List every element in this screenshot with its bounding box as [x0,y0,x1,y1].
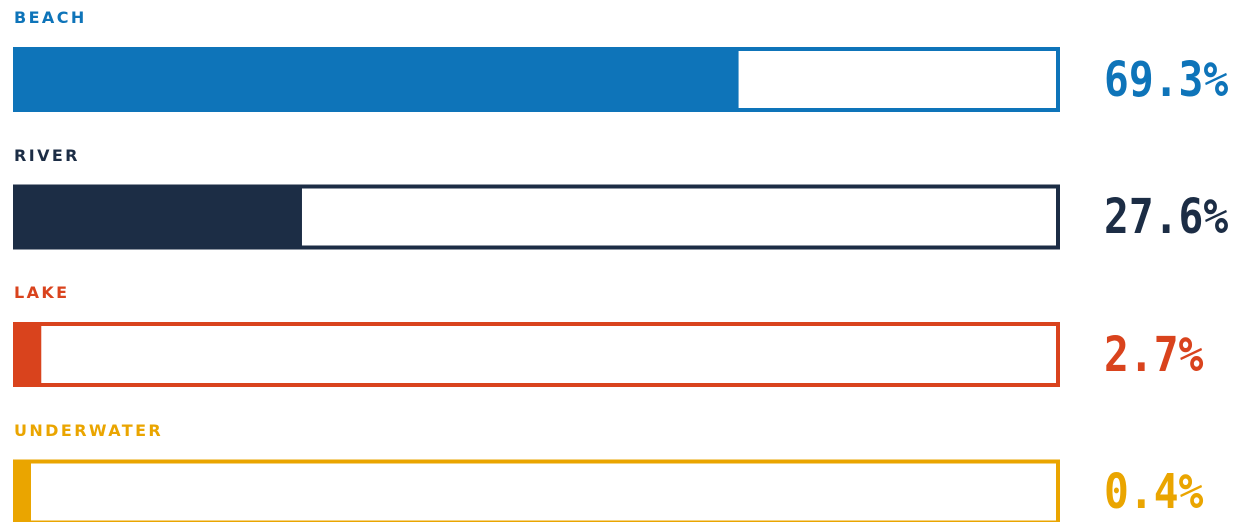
bar-fill-underwater [13,459,31,522]
category-label-beach: BEACH [14,8,87,27]
category-label-river: RIVER [14,145,80,165]
value-label-beach: 69.3% [1104,51,1229,108]
bar-track-lake [13,322,1060,387]
bar-group-beach [13,47,1060,112]
bar-group-lake [13,322,1060,387]
value-label-underwater: 0.4% [1104,464,1204,520]
category-label-underwater: UNDERWATER [14,420,164,440]
bar-fill-lake [13,322,42,387]
bar-fill-beach [13,47,739,112]
bar-group-river [13,184,1060,250]
value-label-lake: 2.7% [1104,326,1204,383]
category-label-lake: LAKE [14,283,70,302]
bar-fill-river [13,184,302,250]
value-label-river: 27.6% [1104,189,1229,245]
bar-track-underwater [13,459,1060,522]
bar-group-underwater [13,459,1060,522]
